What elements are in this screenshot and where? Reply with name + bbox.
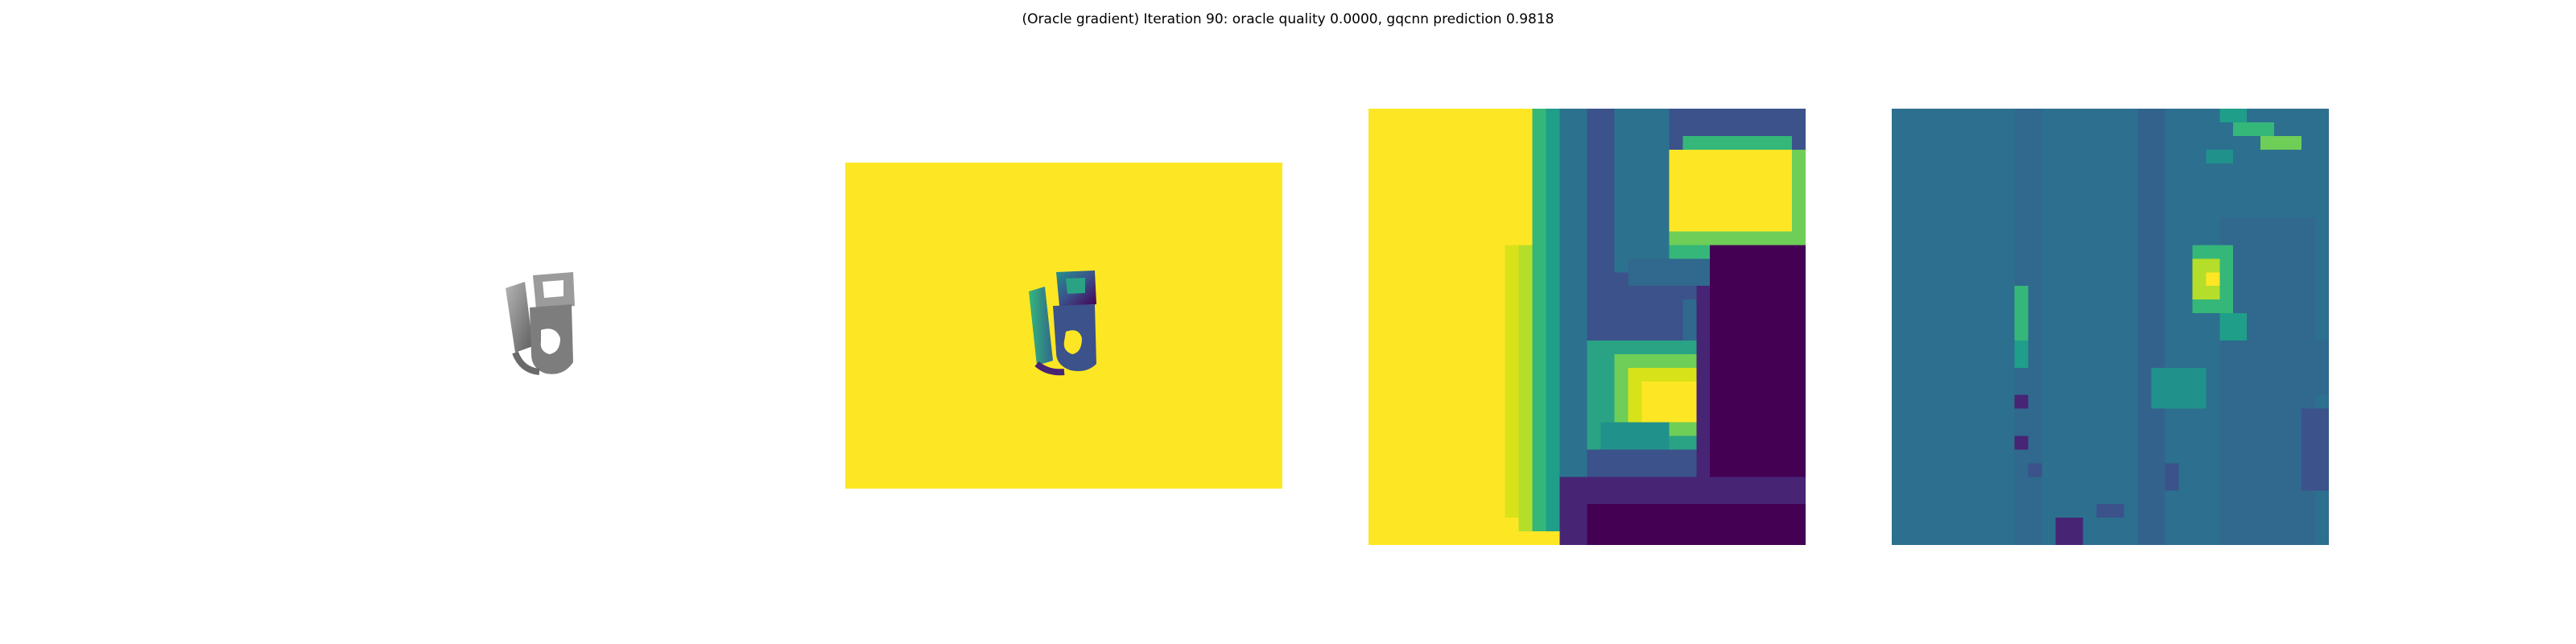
- depth-crop-image: [1368, 109, 1806, 545]
- depth-crop-panel: [1368, 109, 1806, 545]
- figure-title: (Oracle gradient) Iteration 90: oracle q…: [1022, 11, 1554, 27]
- gradient-map-panel: [1892, 109, 2329, 545]
- depth-image-panel: [845, 163, 1282, 489]
- object-render-panel: [483, 258, 596, 394]
- object-render-image: [506, 272, 575, 375]
- depth-image: [845, 163, 1282, 489]
- gradient-map-image: [1892, 109, 2329, 545]
